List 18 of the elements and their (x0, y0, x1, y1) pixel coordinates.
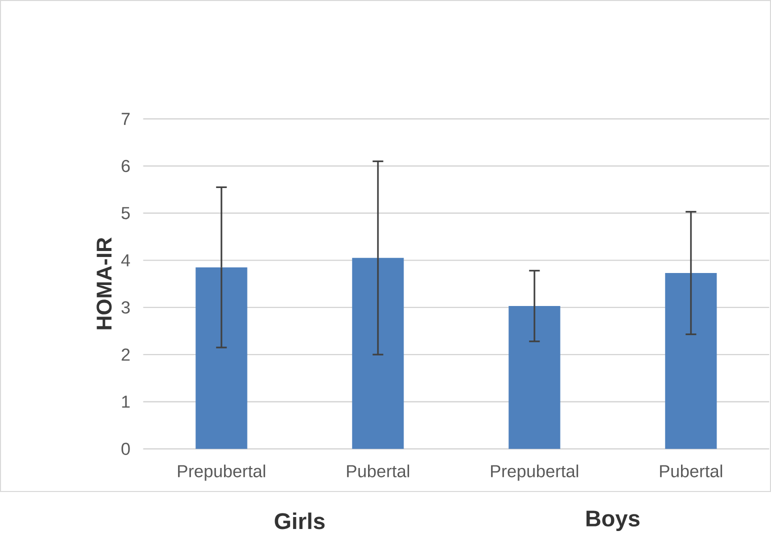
x-tick-label: Prepubertal (491, 464, 578, 481)
x-tick-label: Pubertal (347, 464, 410, 478)
x-tick-label: Pubertal (660, 464, 722, 478)
y-tick-label: 1 (122, 396, 130, 408)
y-tick-label: 4 (121, 254, 130, 266)
y-tick-label: 5 (122, 206, 130, 219)
y-tick-label: 0 (122, 442, 130, 455)
y-tick-label: 7 (122, 112, 130, 125)
text: Boys (586, 510, 640, 531)
y-tick-label: 3 (122, 301, 130, 314)
y-tick-label: 2 (122, 348, 130, 360)
bar (196, 267, 248, 449)
y-axis-title: HOMA-IR (96, 237, 112, 330)
text: Girls (274, 512, 325, 529)
x-tick-label: Prepubertal (178, 464, 266, 481)
y-tick-label: 6 (122, 160, 130, 172)
bar (665, 272, 717, 449)
bar (508, 306, 560, 449)
